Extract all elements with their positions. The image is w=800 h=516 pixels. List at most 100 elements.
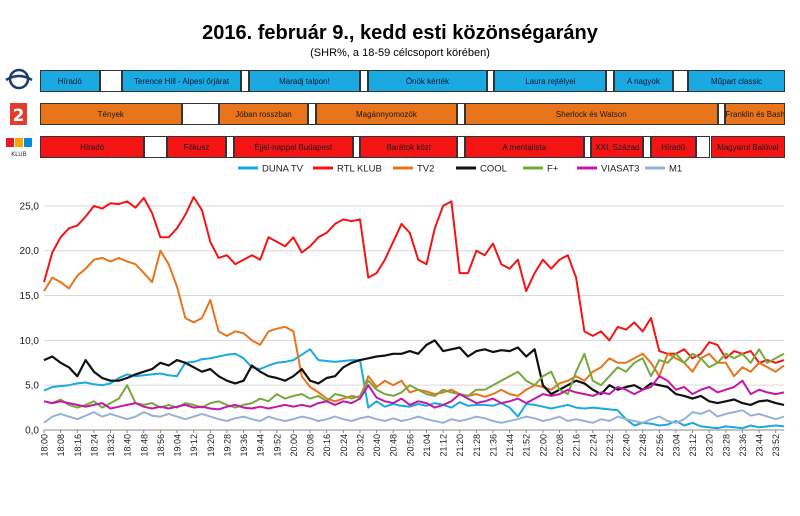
duna-program-3 [241, 70, 249, 92]
x-tick-label: 20:08 [306, 434, 316, 457]
tv2-program-2: Jóban rosszban [218, 103, 309, 125]
x-tick-label: 20:24 [339, 434, 349, 457]
x-tick-label: 21:20 [455, 434, 465, 457]
x-tick-label: 19:36 [239, 434, 249, 457]
duna-program-7 [487, 70, 495, 92]
x-tick-label: 20:48 [389, 434, 399, 457]
x-tick-label: 22:56 [655, 434, 665, 457]
x-tick-label: 19:20 [206, 434, 216, 457]
rtl-program-2: Fókusz [166, 136, 227, 158]
tv2-program-6: Sherlock és Watson [464, 103, 718, 125]
series-line-duna-tv [43, 348, 785, 430]
rtl-program-11 [643, 136, 651, 158]
legend-label: VIASAT3 [601, 164, 639, 175]
x-tick-label: 21:36 [488, 434, 498, 457]
x-tick-label: 18:08 [56, 434, 66, 457]
x-tick-label: 18:56 [156, 434, 166, 457]
series-line-cool [43, 339, 785, 406]
x-tick-label: 20:40 [372, 434, 382, 457]
legend-label: COOL [480, 164, 507, 175]
x-tick-label: 23:20 [705, 434, 715, 457]
x-tick-label: 18:32 [106, 434, 116, 457]
x-tick-label: 18:48 [139, 434, 149, 457]
chart-title: 2016. február 9., kedd esti közönségarán… [202, 22, 598, 44]
x-tick-label: 22:24 [588, 434, 598, 457]
rtl-program-10: XXI. Század [591, 136, 644, 158]
tv2-program-8: Franklin és Bash [725, 103, 785, 125]
duna-program-10: A nagyok [613, 70, 674, 92]
chart-subtitle: (SHR%, a 18-59 célcsoport körében) [310, 47, 490, 59]
x-tick-label: 20:00 [289, 434, 299, 457]
x-tick-label: 20:16 [322, 434, 332, 457]
series-line-m1 [43, 409, 785, 424]
x-tick-label: 19:52 [272, 434, 282, 457]
legend-label: F+ [547, 164, 559, 175]
tv2-program-7 [717, 103, 726, 125]
x-tick-label: 23:52 [771, 434, 781, 457]
duna-program-9 [606, 70, 614, 92]
duna-program-2: Terence Hill - Alpesi őrjárat [121, 70, 242, 92]
x-tick-label: 22:40 [622, 434, 632, 457]
x-tick-label: 23:36 [738, 434, 748, 457]
tv2-program-0: Tények [40, 103, 182, 125]
tv2-program-3 [308, 103, 316, 125]
rtl-program-8: A mentalista [464, 136, 584, 158]
duna-program-6: Önök kérték [367, 70, 487, 92]
duna-program-4: Maradj talpon! [248, 70, 361, 92]
rtl-program-4: Éjjel-nappal Budapest [233, 136, 353, 158]
x-tick-label: 23:28 [721, 434, 731, 457]
x-tick-label: 23:04 [671, 434, 681, 457]
x-tick-label: 21:04 [422, 434, 432, 457]
legend-label: M1 [669, 164, 682, 175]
rtl-program-7 [457, 136, 465, 158]
rtl-program-5 [352, 136, 361, 158]
line-chart: 0,0 5,0 10,0 15,0 20,0 25,0 18:00 18:08 18:16 18:… [20, 164, 785, 457]
x-tick-label: 19:28 [222, 434, 232, 457]
rtl-program-13 [695, 136, 711, 158]
x-tick-label: 23:12 [688, 434, 698, 457]
x-tick-label: 21:44 [505, 434, 515, 457]
legend-label: DUNA TV [262, 164, 304, 175]
duna-program-12: Műpart classic [688, 70, 785, 92]
duna-program-8: Laura rejtélyei [494, 70, 607, 92]
series-line-f- [43, 348, 785, 409]
y-tick-label: 15,0 [20, 291, 40, 302]
x-tick-label: 22:32 [605, 434, 615, 457]
rtl-program-0: Híradó [40, 136, 145, 158]
x-tick-label: 21:28 [472, 434, 482, 457]
x-tick-label: 18:00 [40, 434, 50, 457]
x-tick-label: 22:16 [572, 434, 582, 457]
legend-label: TV2 [417, 164, 434, 175]
rtl-logo-icon: KLUB [6, 138, 32, 158]
x-tick-label: 22:00 [538, 434, 548, 457]
svg-text:2: 2 [13, 106, 25, 126]
rtl-schedule-row: Híradó Fókusz Éjjel-nappal Budapest Barátok… [40, 136, 785, 158]
series-line-tv2 [43, 249, 785, 403]
x-tick-label: 23:44 [755, 434, 765, 457]
x-tick-label: 19:12 [189, 434, 199, 457]
x-tick-label: 19:44 [256, 434, 266, 457]
y-tick-label: 25,0 [20, 201, 40, 212]
x-tick-label: 22:08 [555, 434, 565, 457]
rtl-program-3 [226, 136, 234, 158]
rtl-program-14: Magyarul Balóval [710, 136, 785, 158]
tv2-program-1 [181, 103, 219, 125]
x-tick-label: 18:40 [123, 434, 133, 457]
tv2-program-4: Magánnyomozók [315, 103, 458, 125]
x-tick-label: 21:52 [522, 434, 532, 457]
tv2-logo-icon: 2 [10, 103, 27, 126]
y-tick-label: 10,0 [20, 336, 40, 347]
y-tick-label: 5,0 [25, 381, 39, 392]
rtl-program-12: Híradó [650, 136, 696, 158]
duna-schedule-row: Híradó Terence Hill - Alpesi őrjárat Marad… [40, 70, 785, 92]
x-tick-label: 19:04 [173, 434, 183, 457]
duna-program-0: Híradó [40, 70, 100, 92]
x-tick-label: 20:32 [355, 434, 365, 457]
y-tick-label: 20,0 [20, 246, 40, 257]
rtl-program-9 [583, 136, 592, 158]
series-line-viasat3 [43, 375, 785, 411]
x-tick-label: 21:12 [439, 434, 449, 457]
duna-logo-icon [5, 68, 33, 90]
tv2-program-5 [457, 103, 465, 125]
y-tick-label: 0,0 [25, 426, 39, 437]
